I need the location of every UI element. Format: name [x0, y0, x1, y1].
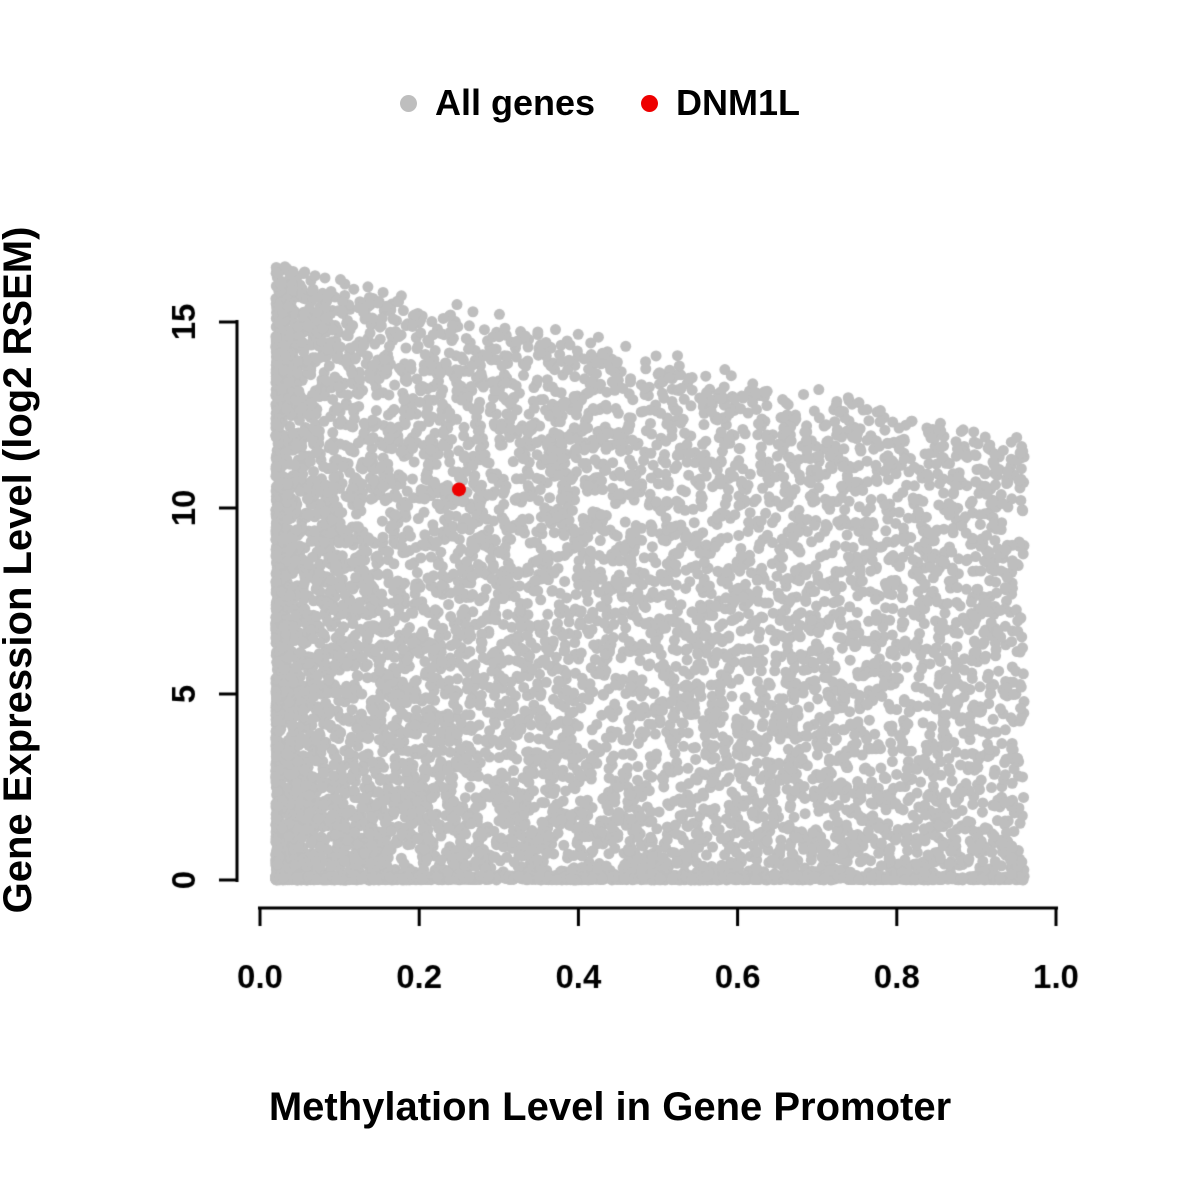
legend-label-all-genes: All genes [434, 82, 596, 123]
legend-item-all-genes: All genes [399, 82, 596, 124]
x-axis-title: Methylation Level in Gene Promoter [268, 1085, 952, 1129]
legend-marker-all-genes-icon [399, 94, 417, 112]
legend-label-dnm1l: DNM1L [676, 82, 801, 123]
chart-legend: All genes DNM1L [0, 82, 1200, 124]
legend-item-dnm1l: DNM1L [641, 82, 800, 124]
legend-marker-dnm1l-icon [641, 94, 659, 112]
